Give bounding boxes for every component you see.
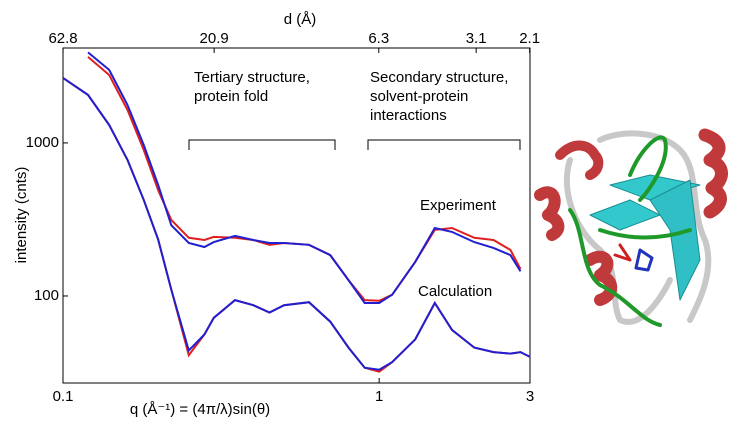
data-line xyxy=(87,51,522,304)
annotation: Calculation xyxy=(418,283,492,300)
top-tick-label: 3.1 xyxy=(466,30,487,47)
top-tick-label: 2.1 xyxy=(519,30,540,47)
bracket xyxy=(188,139,336,150)
y-tick-label: 1000 xyxy=(26,134,59,151)
top-tick-label: 62.8 xyxy=(48,30,77,47)
protein-image xyxy=(534,128,728,327)
plot-frame xyxy=(62,47,531,384)
annotation: solvent-protein xyxy=(370,88,468,105)
annotation: protein fold xyxy=(194,88,268,105)
data-line xyxy=(62,77,531,371)
y-tick-label: 100 xyxy=(34,287,59,304)
top-axis-label: d (Å) xyxy=(284,11,317,28)
y-axis-label: intensity (cnts) xyxy=(13,167,30,264)
annotation: Tertiary structure, xyxy=(194,69,310,86)
x-tick-label: 1 xyxy=(375,388,383,405)
annotation: Experiment xyxy=(420,197,497,214)
x-tick-label: 0.1 xyxy=(53,388,74,405)
x-tick-label: 3 xyxy=(526,388,534,405)
annotation: interactions xyxy=(370,107,447,124)
top-tick-label: 6.3 xyxy=(368,30,389,47)
annotation: Secondary structure, xyxy=(370,69,508,86)
x-axis-label: q (Å⁻¹) = (4π/λ)sin(θ) xyxy=(130,401,270,418)
top-tick-label: 20.9 xyxy=(200,30,229,47)
bracket xyxy=(367,139,521,150)
